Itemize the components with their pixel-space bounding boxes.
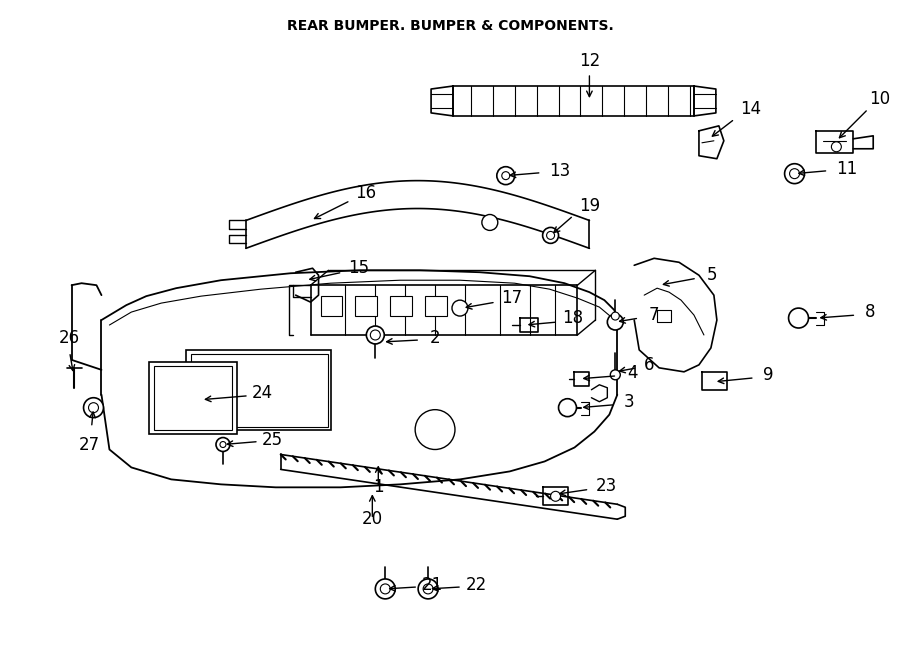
Bar: [320, 296, 343, 316]
Circle shape: [788, 308, 808, 328]
Text: 16: 16: [355, 184, 376, 202]
Text: 19: 19: [579, 196, 600, 215]
Text: 8: 8: [865, 303, 876, 321]
Text: REAR BUMPER. BUMPER & COMPONENTS.: REAR BUMPER. BUMPER & COMPONENTS.: [286, 19, 614, 33]
Text: 21: 21: [421, 576, 443, 594]
Circle shape: [452, 300, 468, 316]
Text: 23: 23: [596, 477, 617, 495]
Circle shape: [415, 410, 455, 449]
Text: 10: 10: [869, 90, 891, 108]
Circle shape: [375, 579, 395, 599]
Text: 9: 9: [763, 366, 774, 384]
Text: 17: 17: [501, 289, 522, 307]
Text: 27: 27: [79, 436, 100, 453]
Circle shape: [502, 172, 509, 180]
Bar: [154, 366, 232, 430]
Text: 15: 15: [347, 259, 369, 277]
Circle shape: [832, 142, 842, 152]
Circle shape: [482, 214, 498, 231]
Text: 6: 6: [644, 356, 654, 374]
Text: 12: 12: [579, 52, 600, 70]
Text: 2: 2: [430, 329, 440, 347]
Circle shape: [220, 442, 226, 447]
Bar: [425, 296, 447, 316]
Circle shape: [366, 326, 384, 344]
Text: 18: 18: [562, 309, 583, 327]
Text: 13: 13: [549, 162, 571, 180]
Circle shape: [423, 584, 433, 594]
Text: 5: 5: [706, 266, 717, 284]
Circle shape: [785, 164, 805, 184]
Circle shape: [610, 370, 620, 380]
Bar: [191, 354, 328, 426]
Text: 24: 24: [252, 384, 274, 402]
Circle shape: [216, 438, 230, 451]
Text: 3: 3: [624, 393, 634, 410]
Circle shape: [543, 227, 559, 243]
Bar: [186, 350, 330, 430]
Circle shape: [611, 312, 619, 320]
Text: 7: 7: [649, 306, 660, 324]
Circle shape: [370, 330, 381, 340]
Bar: [391, 296, 412, 316]
Text: 14: 14: [740, 100, 761, 118]
Circle shape: [84, 398, 104, 418]
Circle shape: [88, 403, 98, 412]
Circle shape: [559, 399, 577, 416]
Circle shape: [551, 491, 561, 501]
Bar: [149, 362, 237, 434]
Text: 4: 4: [627, 364, 637, 382]
Circle shape: [546, 231, 554, 239]
Circle shape: [418, 579, 438, 599]
Text: 1: 1: [373, 479, 383, 496]
Text: 26: 26: [59, 329, 80, 347]
Bar: [356, 296, 377, 316]
Text: 25: 25: [262, 430, 284, 449]
Circle shape: [608, 314, 624, 330]
Circle shape: [789, 169, 799, 178]
Circle shape: [381, 584, 391, 594]
Text: 22: 22: [465, 576, 487, 594]
Text: 11: 11: [836, 160, 857, 178]
Text: 20: 20: [362, 510, 382, 528]
Circle shape: [497, 167, 515, 184]
